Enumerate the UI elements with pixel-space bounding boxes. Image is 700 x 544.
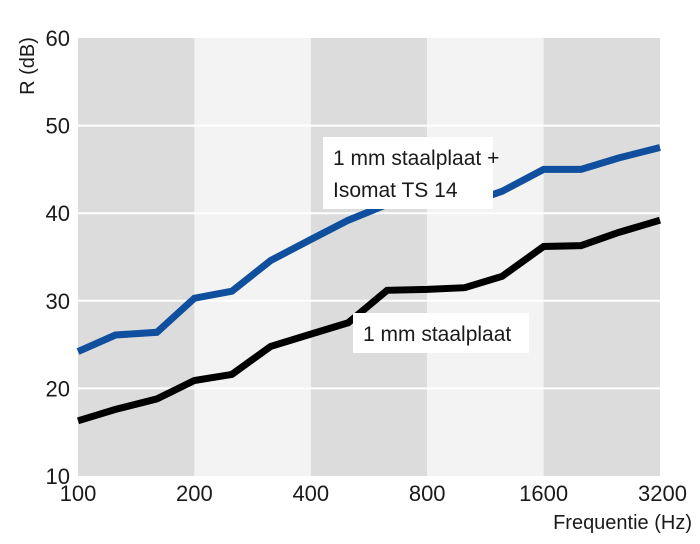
x-tick-label: 3200 (638, 481, 687, 506)
series-annotations: 1 mm staalplaat +Isomat TS 141 mm staalp… (323, 137, 529, 353)
series-line (76, 144, 661, 355)
series-lines (76, 144, 661, 425)
background-bands (78, 38, 660, 476)
annotation-box (353, 313, 529, 353)
background-band (310, 38, 428, 476)
y-tick-label: 40 (46, 201, 70, 226)
y-tick-label: 50 (46, 114, 70, 139)
x-axis-label: Frequentie (Hz) (553, 512, 692, 534)
x-tick-label: 400 (292, 481, 329, 506)
x-tick-label: 800 (409, 481, 446, 506)
y-tick-label: 60 (46, 26, 70, 51)
background-band (78, 38, 195, 476)
x-tick-label: 100 (60, 481, 97, 506)
series-annotation: 1 mm staalplaat (353, 313, 529, 353)
background-band (194, 38, 311, 476)
y-axis-label: R (dB) (17, 37, 39, 95)
x-tick-label: 200 (176, 481, 213, 506)
x-tick-label: 1600 (519, 481, 568, 506)
series-label: 1 mm staalplaat + (333, 147, 499, 170)
series-label: Isomat TS 14 (333, 179, 458, 202)
series-line (76, 216, 661, 425)
y-tick-label: 20 (46, 376, 70, 401)
annotation-box (323, 137, 493, 209)
y-tick-label: 30 (46, 289, 70, 314)
x-axis-ticks: 100 200 400 800 1600 3200 (60, 481, 687, 506)
y-tick-label: 10 (46, 464, 70, 489)
series-annotation: 1 mm staalplaat + Isomat TS 14 (323, 137, 499, 209)
series-label: 1 mm staalplaat (363, 323, 511, 346)
y-axis-ticks: 10 20 30 40 50 60 (46, 26, 70, 489)
background-band (543, 38, 660, 476)
